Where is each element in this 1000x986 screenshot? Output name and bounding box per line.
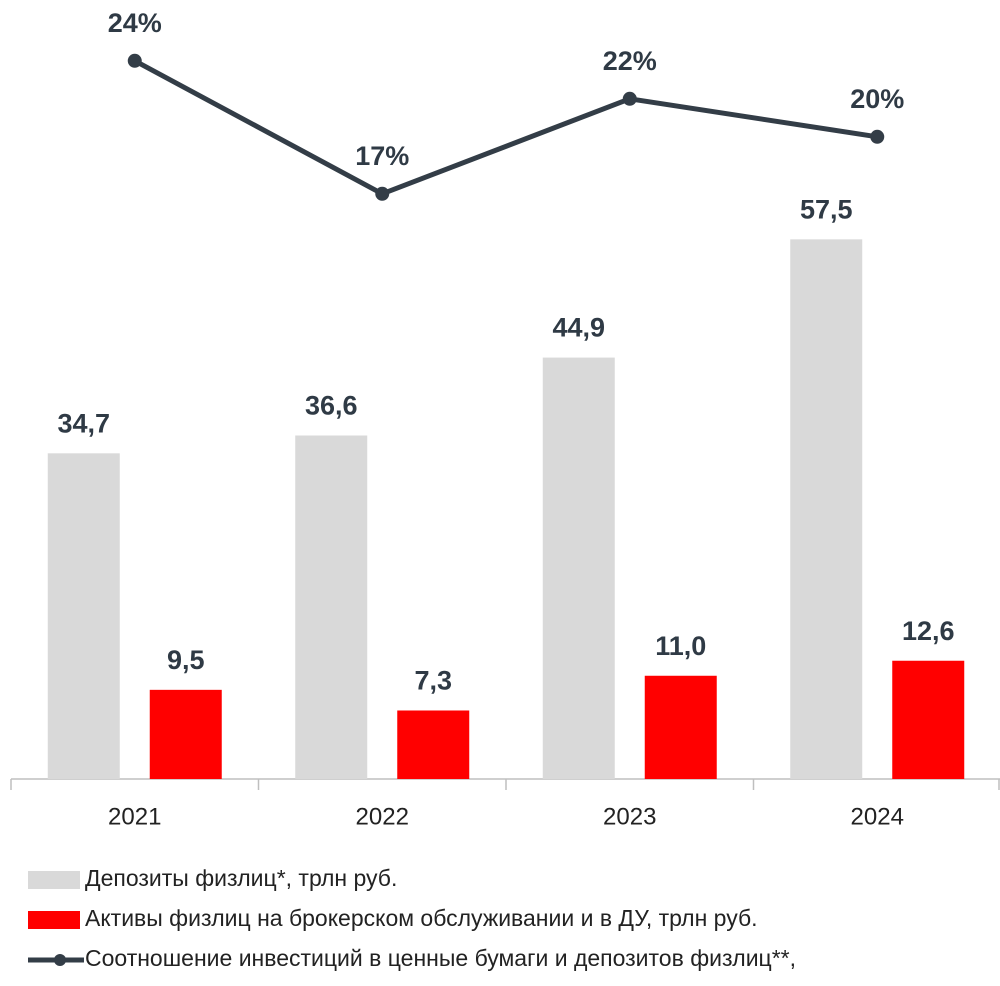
x-tick-label: 2023 <box>603 803 656 830</box>
line-point <box>870 129 885 144</box>
legend-swatch <box>54 954 66 966</box>
legend-label: Депозиты физлиц*, трлн руб. <box>85 865 397 891</box>
bar <box>542 357 615 779</box>
legend-swatch <box>28 911 80 929</box>
x-axis-ticks <box>10 779 1000 790</box>
line-point <box>622 91 637 106</box>
bar <box>892 660 965 779</box>
data-label: 44,9 <box>552 313 605 343</box>
data-label: 34,7 <box>57 408 110 438</box>
bar <box>644 675 717 779</box>
bar <box>149 689 222 779</box>
data-label: 11,0 <box>655 631 706 661</box>
line-point <box>375 186 390 201</box>
legend-swatch <box>28 871 80 889</box>
data-label: 17% <box>355 141 409 171</box>
bar <box>47 453 120 779</box>
legend-label: Соотношение инвестиций в ценные бумаги и… <box>85 945 796 971</box>
data-label: 22% <box>603 46 657 76</box>
data-label: 57,5 <box>800 194 853 224</box>
bar <box>397 710 470 779</box>
bar <box>295 435 368 779</box>
data-label: 9,5 <box>167 645 205 675</box>
line-point <box>127 53 142 68</box>
line <box>133 58 878 197</box>
data-label: 12,6 <box>902 616 955 646</box>
data-label: 24% <box>108 8 162 38</box>
data-label: 7,3 <box>414 666 452 696</box>
data-label: 20% <box>850 84 904 114</box>
bar <box>790 239 863 780</box>
x-tick-label: 2024 <box>851 803 904 830</box>
legend-label: Активы физлиц на брокерском обслуживании… <box>85 905 758 931</box>
data-label: 36,6 <box>305 391 358 421</box>
x-tick-label: 2022 <box>356 803 409 830</box>
x-tick-label: 2021 <box>108 803 161 830</box>
